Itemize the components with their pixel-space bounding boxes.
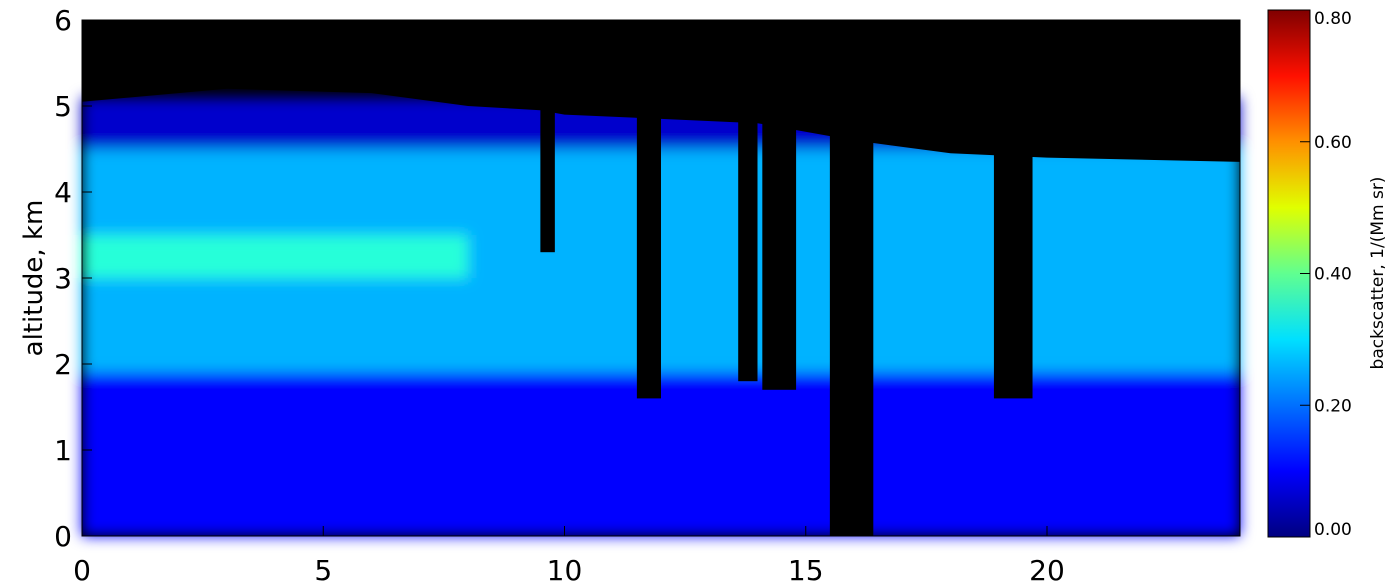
x-tick-label: 0 (73, 554, 91, 586)
y-axis-label: altitude, km (19, 200, 49, 357)
colorbar-tick-label: 0.80 (1314, 9, 1352, 29)
y-tick-label: 1 (54, 434, 72, 467)
y-tick-label: 3 (54, 262, 72, 295)
colorbar-tick-label: 0.00 (1314, 520, 1352, 540)
y-tick-label: 2 (54, 348, 72, 381)
y-tick-label: 6 (54, 4, 72, 37)
y-tick-label: 0 (54, 520, 72, 553)
x-tick-label: 5 (314, 554, 332, 586)
x-tick-label: 10 (547, 554, 583, 586)
plot-area (81, 19, 1241, 537)
data-top-mask-shape (82, 20, 1240, 162)
colorbar-tick-label: 0.20 (1314, 396, 1352, 416)
colorbar-tick-label: 0.40 (1314, 265, 1352, 285)
y-tick-label: 5 (54, 90, 72, 123)
x-tick-label: 15 (788, 554, 824, 586)
y-tick-label: 4 (54, 176, 72, 209)
colorbar: 0.00 0.20 0.40 0.60 0.80 backscatter, 1/(Mm … (1267, 9, 1388, 540)
y-axis: 0 1 2 3 4 5 6 (54, 4, 92, 553)
heat-layer-0 (82, 372, 1240, 536)
colorbar-label: backscatter, 1/(Mm sr) (1368, 177, 1388, 370)
x-axis: 0 5 10 15 20 (73, 526, 1065, 586)
x-tick-label: 20 (1029, 554, 1065, 586)
colorbar-ticks: 0.00 0.20 0.40 0.60 0.80 (1300, 9, 1352, 540)
data-top-mask (82, 20, 1240, 162)
colorbar-tick-label: 0.60 (1314, 133, 1352, 153)
heat-layer-2 (82, 235, 468, 278)
